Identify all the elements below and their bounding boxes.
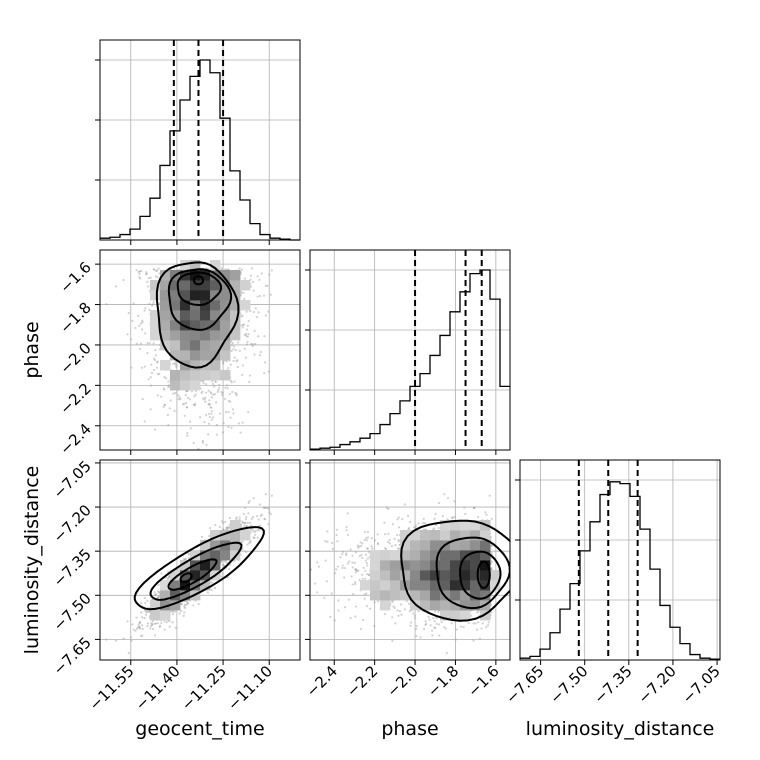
x-tick-label-phase: −2.0	[383, 662, 421, 700]
contour-level-2	[176, 271, 223, 307]
x-tick-label-phase: −2.2	[343, 662, 381, 700]
panel-frame	[309, 249, 511, 451]
y-axis-label-luminosity_distance: luminosity_distance	[21, 466, 43, 655]
scatter-panel-geocent_time-luminosity_distance	[99, 459, 301, 661]
x-tick-label-luminosity_distance: −7.50	[546, 662, 591, 707]
contour-level-1	[149, 541, 243, 601]
contour-level-2	[459, 550, 502, 600]
axes: −11.55−11.40−11.25−11.10 geocent_time −2.4…	[21, 240, 724, 740]
scatter-panel-geocent_time-phase	[99, 249, 301, 451]
x-tick-label-luminosity_distance: −7.20	[635, 662, 680, 707]
contour-level-0	[400, 519, 510, 622]
x-tick-label-phase: −1.8	[424, 662, 462, 700]
contour-level-3	[179, 572, 193, 583]
contour-level-1	[435, 536, 510, 610]
x-tick-label-geocent_time: −11.55	[86, 662, 138, 714]
scatter-panel-phase-luminosity_distance	[309, 459, 511, 661]
hist-panel-luminosity_distance	[515, 459, 721, 661]
contour-level-3	[476, 560, 491, 589]
x-tick-label-geocent_time: −11.40	[132, 662, 184, 714]
x-tick-label-luminosity_distance: −7.65	[502, 662, 547, 707]
y-tick-label-phase: −2.0	[56, 339, 94, 377]
contour-level-1	[167, 268, 233, 331]
contour-level-3	[192, 275, 205, 286]
y-tick-label-luminosity_distance: −7.05	[50, 457, 95, 502]
y-tick-label-luminosity_distance: −7.35	[50, 545, 95, 590]
y-tick-label-phase: −2.4	[56, 420, 94, 458]
y-tick-label-phase: −1.8	[56, 299, 94, 337]
contour-level-0	[133, 526, 265, 611]
x-tick-label-phase: −1.6	[464, 662, 502, 700]
x-axis-label-luminosity_distance: luminosity_distance	[526, 718, 715, 740]
contour-level-2	[167, 558, 218, 591]
x-axis-label-geocent_time: geocent_time	[135, 718, 264, 740]
x-axis-label-phase: phase	[381, 718, 438, 740]
y-tick-label-luminosity_distance: −7.20	[50, 501, 95, 546]
contour-level-0	[155, 261, 240, 369]
hist-panel-phase	[305, 249, 511, 451]
histogram-geocent_time	[100, 59, 300, 241]
y-tick-label-luminosity_distance: −7.50	[50, 589, 95, 634]
y-axis-label-phase: phase	[21, 321, 43, 378]
y-tick-label-luminosity_distance: −7.65	[50, 634, 95, 679]
y-tick-label-phase: −1.6	[56, 258, 94, 296]
hist-panel-geocent_time	[95, 39, 301, 241]
x-tick-label-geocent_time: −11.25	[178, 662, 230, 714]
panel-frame	[99, 39, 301, 241]
x-tick-label-luminosity_distance: −7.35	[590, 662, 635, 707]
panel-frame	[99, 459, 301, 661]
x-tick-label-phase: −2.4	[303, 662, 341, 700]
panel-frame	[99, 249, 301, 451]
panel-frame	[309, 459, 511, 661]
x-tick-label-luminosity_distance: −7.05	[679, 662, 724, 707]
panel-frame	[519, 459, 721, 661]
x-tick-label-geocent_time: −11.10	[224, 662, 276, 714]
histogram-phase	[310, 269, 510, 450]
histogram-luminosity_distance	[520, 481, 720, 660]
y-tick-label-phase: −2.2	[56, 379, 94, 417]
